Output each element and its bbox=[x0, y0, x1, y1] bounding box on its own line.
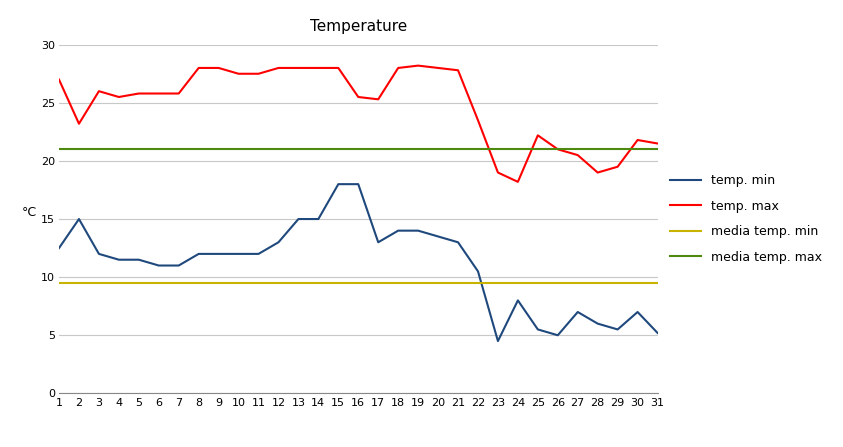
Legend: temp. min, temp. max, media temp. min, media temp. max: temp. min, temp. max, media temp. min, m… bbox=[670, 174, 822, 264]
Title: Temperature: Temperature bbox=[309, 19, 407, 34]
Y-axis label: °C: °C bbox=[22, 206, 37, 219]
